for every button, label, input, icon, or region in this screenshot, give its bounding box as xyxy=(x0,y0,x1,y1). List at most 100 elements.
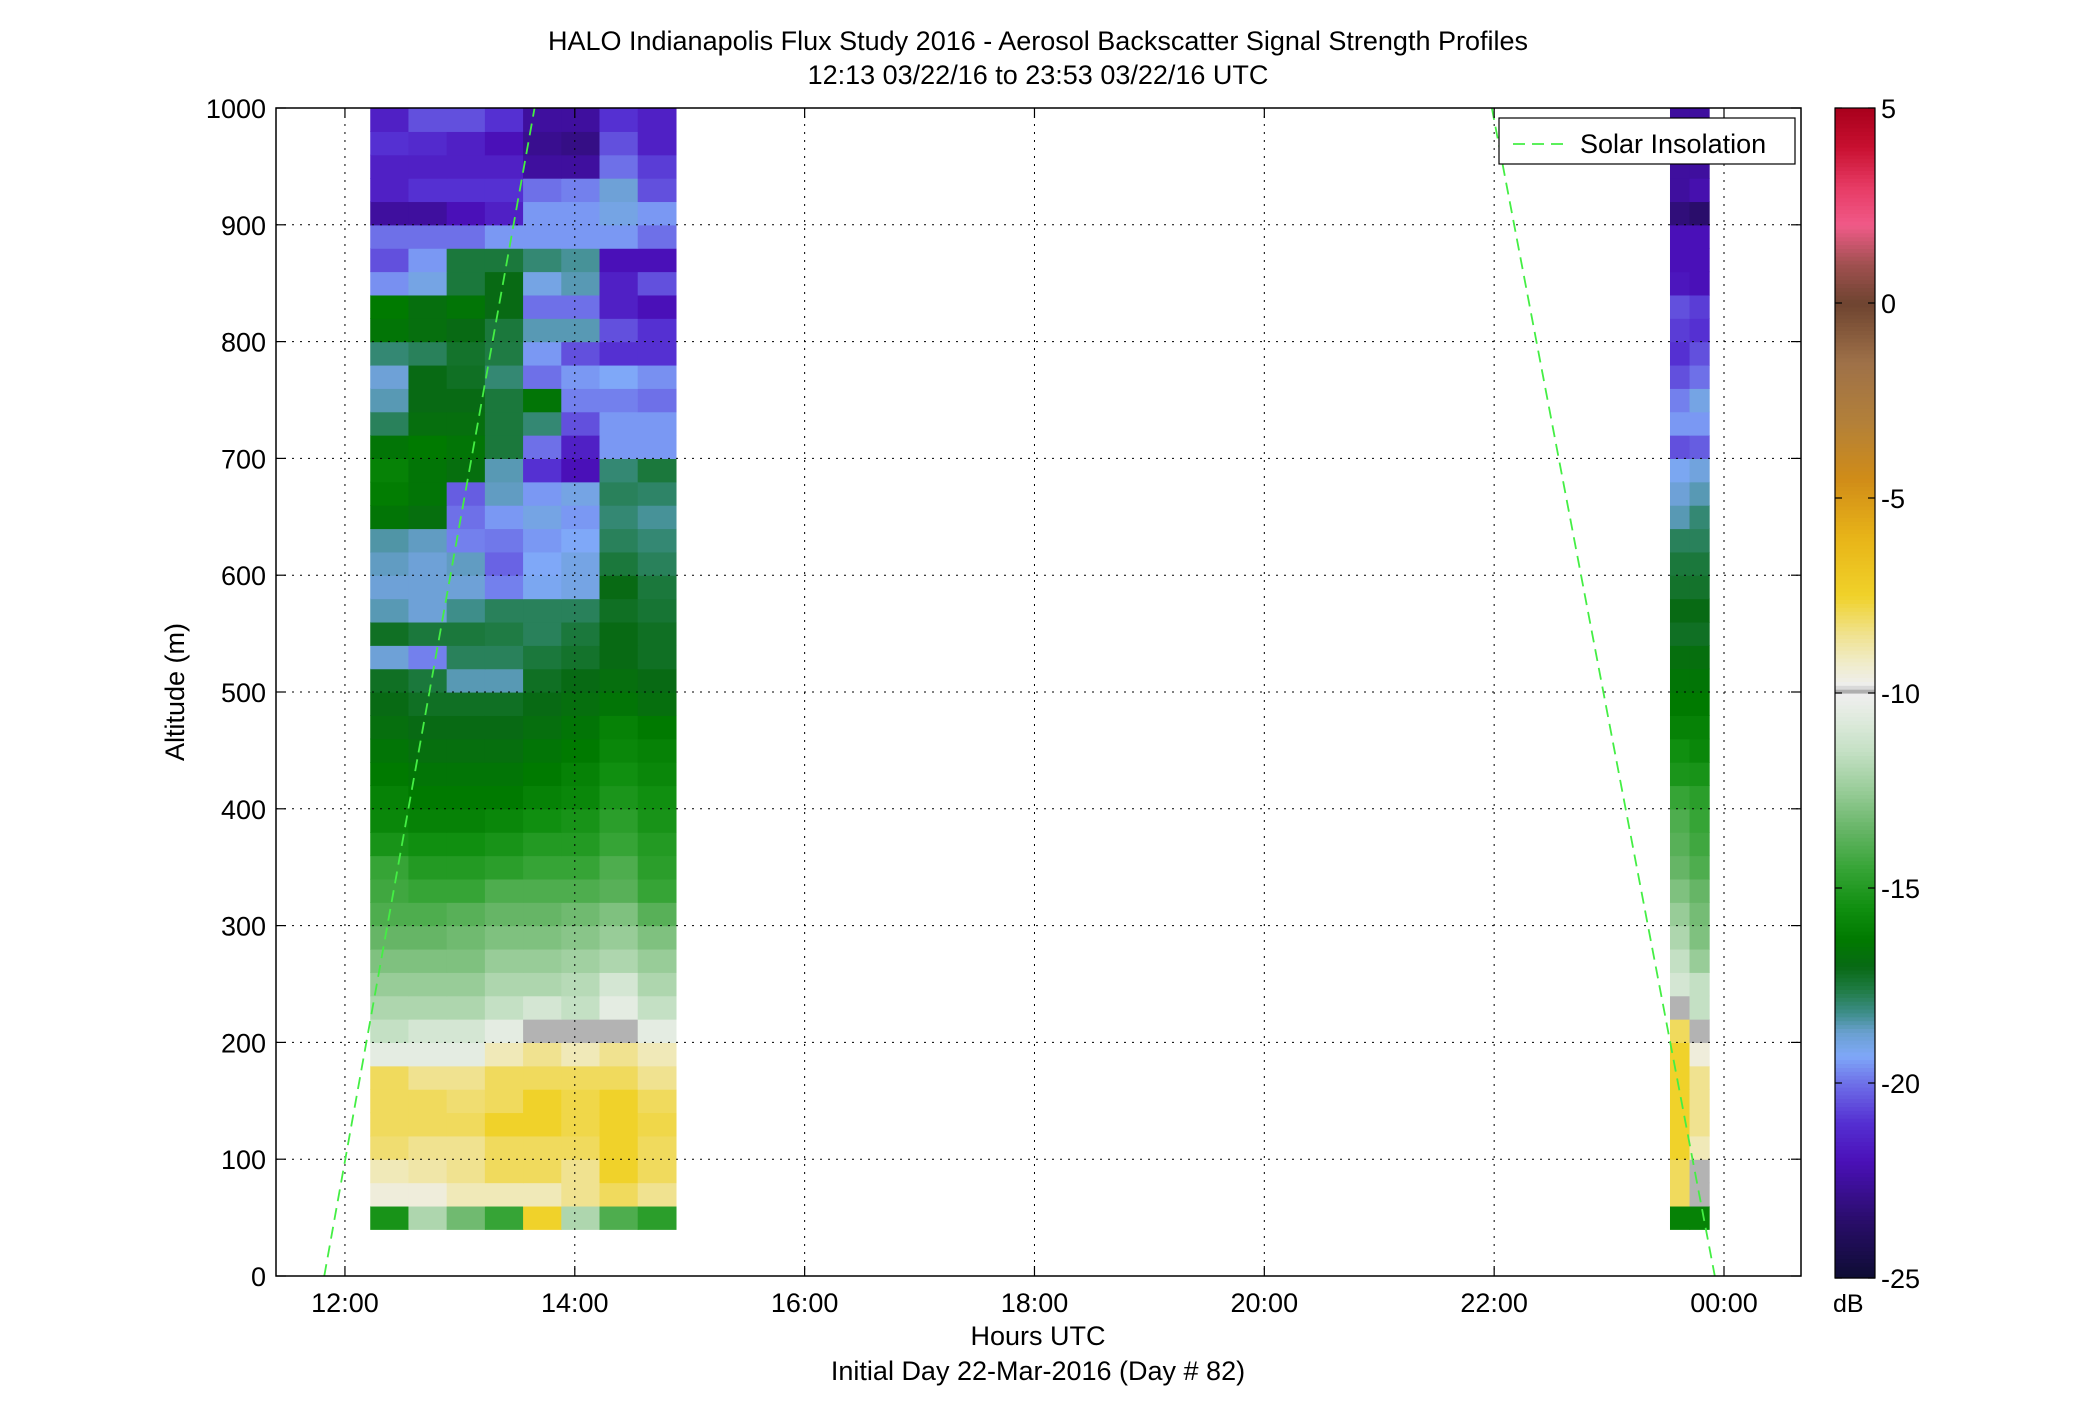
heatmap-cell-b1-r12-c0 xyxy=(1669,925,1691,950)
colorbar-segment-269 xyxy=(1835,225,1875,230)
heatmap-cell-b1-r0-c1 xyxy=(1689,1205,1710,1230)
heatmap-cell-b0-r31-c4 xyxy=(523,481,562,506)
heatmap-cell-b0-r2-c1 xyxy=(408,1159,448,1184)
colorbar-segment-235 xyxy=(1835,357,1875,363)
heatmap-cell-b0-r31-c5 xyxy=(561,481,601,506)
heatmap-cell-b0-r9-c4 xyxy=(523,995,562,1020)
colorbar-segment-36 xyxy=(1835,1133,1875,1139)
legend-box xyxy=(1498,117,1796,165)
colorbar-segment-98 xyxy=(1835,891,1875,897)
heatmap-cell-b0-r15-c0 xyxy=(370,855,410,880)
heatmap-cell-b0-r43-c6 xyxy=(599,201,639,226)
heatmap-cell-b0-r1-c7 xyxy=(637,1182,677,1207)
colorbar-segment-34 xyxy=(1835,1141,1875,1146)
heatmap-cell-b1-r24-c0 xyxy=(1669,645,1691,670)
heatmap-cell-b1-r22-c1 xyxy=(1689,692,1710,716)
heatmap-cell-b0-r1-c6 xyxy=(599,1182,639,1207)
heatmap-cell-b0-r1-c4 xyxy=(523,1182,562,1207)
heatmap-cell-b0-r31-c6 xyxy=(599,481,639,506)
heatmap-cell-b0-r42-c6 xyxy=(599,224,639,249)
heatmap-cell-b0-r1-c3 xyxy=(484,1182,524,1207)
heatmap-cell-b0-r21-c2 xyxy=(446,715,486,740)
colorbar-segment-268 xyxy=(1835,228,1875,234)
heatmap-cell-b0-r35-c3 xyxy=(484,388,524,413)
heatmap-cell-b0-r19-c2 xyxy=(446,762,486,787)
colorbar-segment-266 xyxy=(1835,236,1875,242)
heatmap-cell-b0-r20-c5 xyxy=(561,738,601,763)
heatmap-cell-b1-r11-c0 xyxy=(1669,948,1691,973)
heatmap-cell-b0-r43-c4 xyxy=(523,201,562,226)
colorbar-segment-267 xyxy=(1835,232,1875,238)
colorbar-segment-123 xyxy=(1835,794,1875,799)
heatmap-cell-b0-r24-c3 xyxy=(484,645,524,670)
heatmap-cell-b0-r0-c5 xyxy=(561,1205,601,1230)
heatmap-cell-b1-r35-c0 xyxy=(1669,388,1691,413)
heatmap-cell-b0-r12-c6 xyxy=(599,925,639,950)
heatmap-cell-b0-r4-c0 xyxy=(370,1112,410,1137)
heatmap-cell-b0-r27-c1 xyxy=(408,575,448,600)
colorbar-segment-28 xyxy=(1835,1164,1875,1170)
heatmap-cell-b0-r40-c7 xyxy=(637,271,677,296)
heatmap-cell-b1-r40-c0 xyxy=(1669,271,1691,296)
colorbar-segment-247 xyxy=(1835,310,1875,316)
heatmap-cell-b0-r32-c7 xyxy=(637,458,677,483)
heatmap-cell-b0-r8-c7 xyxy=(637,1019,677,1043)
colorbar-segment-162 xyxy=(1835,642,1875,647)
colorbar-segment-46 xyxy=(1835,1094,1875,1100)
y-tick-label-0: 0 xyxy=(251,1262,266,1292)
heatmap-cell-b1-r3-c1 xyxy=(1689,1135,1710,1160)
heatmap-cell-b0-r44-c0 xyxy=(370,178,410,203)
heatmap-cell-b0-r3-c5 xyxy=(561,1135,601,1160)
colorbar-segment-50 xyxy=(1835,1079,1875,1084)
heatmap-cell-b1-r13-c1 xyxy=(1689,902,1710,927)
heatmap-cell-b0-r35-c2 xyxy=(446,388,486,413)
heatmap-cell-b0-r18-c3 xyxy=(484,785,524,810)
heatmap-cell-b0-r21-c4 xyxy=(523,715,562,740)
heatmap-cell-b0-r10-c6 xyxy=(599,972,639,997)
heatmap-cell-b0-r4-c2 xyxy=(446,1112,486,1137)
colorbar-segment-179 xyxy=(1835,576,1875,581)
heatmap-cell-b1-r33-c1 xyxy=(1689,435,1710,459)
heatmap-cell-b0-r8-c6 xyxy=(599,1019,639,1043)
colorbar-segment-125 xyxy=(1835,786,1875,792)
colorbar-segment-40 xyxy=(1835,1118,1875,1123)
colorbar-segment-272 xyxy=(1835,213,1875,218)
heatmap-cell-b0-r3-c0 xyxy=(370,1135,410,1160)
heatmap-cell-b0-r11-c2 xyxy=(446,948,486,973)
heatmap-cell-b1-r1-c0 xyxy=(1669,1182,1691,1207)
colorbar-segment-62 xyxy=(1835,1032,1875,1037)
colorbar-segment-263 xyxy=(1835,248,1875,253)
colorbar-segment-42 xyxy=(1835,1110,1875,1115)
x-tick-label-1: 14:00 xyxy=(541,1288,609,1318)
heatmap-cell-b0-r29-c0 xyxy=(370,528,410,553)
colorbar-segment-38 xyxy=(1835,1125,1875,1131)
heatmap-cell-b0-r42-c7 xyxy=(637,224,677,249)
colorbar-segment-169 xyxy=(1835,615,1875,620)
heatmap-cell-b0-r29-c7 xyxy=(637,528,677,553)
heatmap-cell-b0-r8-c1 xyxy=(408,1019,448,1043)
colorbar-segment-13 xyxy=(1835,1223,1875,1228)
heatmap-cell-b1-r9-c0 xyxy=(1669,995,1691,1020)
heatmap-cell-b0-r26-c6 xyxy=(599,598,639,623)
heatmap-cell-b0-r37-c3 xyxy=(484,341,524,366)
colorbar-segment-1 xyxy=(1835,1270,1875,1275)
colorbar-segment-43 xyxy=(1835,1106,1875,1111)
heatmap-cell-b0-r5-c7 xyxy=(637,1089,677,1114)
heatmap-cell-b0-r15-c5 xyxy=(561,855,601,880)
heatmap-cell-b0-r46-c3 xyxy=(484,131,524,156)
heatmap-cell-b0-r14-c2 xyxy=(446,878,486,903)
colorbar-segment-298 xyxy=(1835,111,1875,117)
heatmap-cell-b0-r45-c5 xyxy=(561,154,601,179)
heatmap-cell-b0-r24-c2 xyxy=(446,645,486,670)
colorbar-segment-211 xyxy=(1835,451,1875,456)
heatmap-cell-b0-r8-c2 xyxy=(446,1019,486,1043)
colorbar-segment-286 xyxy=(1835,158,1875,164)
heatmap-cell-b0-r46-c2 xyxy=(446,131,486,156)
grid-lines xyxy=(276,107,1801,1277)
colorbar-segment-244 xyxy=(1835,322,1875,327)
colorbar-segment-273 xyxy=(1835,209,1875,214)
colorbar-segment-198 xyxy=(1835,501,1875,507)
heatmap-cell-b0-r9-c2 xyxy=(446,995,486,1020)
heatmap-cell-b0-r26-c5 xyxy=(561,598,601,623)
heatmap-cell-b0-r24-c5 xyxy=(561,645,601,670)
